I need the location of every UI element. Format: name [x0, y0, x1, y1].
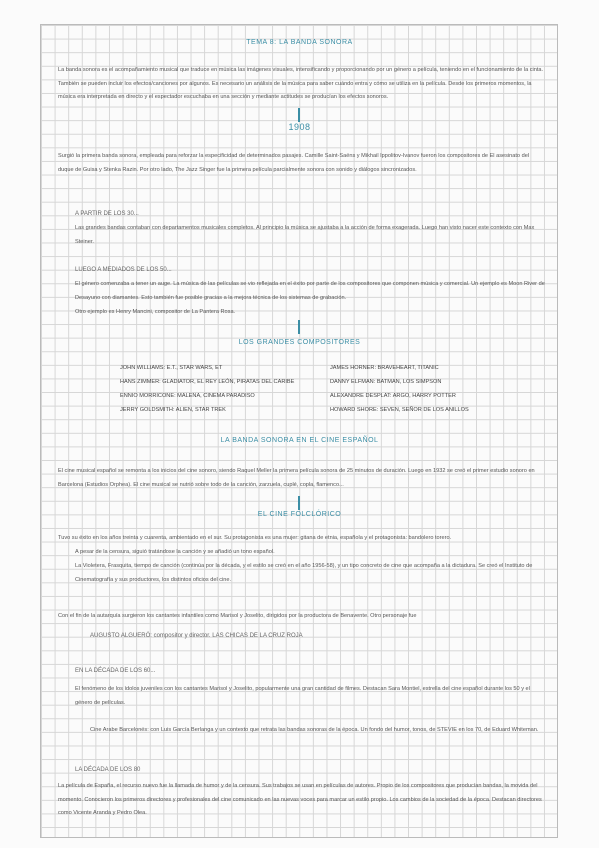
heading: LOS GRANDES COMPOSITORES — [238, 339, 361, 346]
divider — [298, 108, 300, 122]
paragraph: La Violetera, Frasquita, tiempo de canci… — [75, 563, 533, 583]
subheading: LA DÉCADA DE LOS 80 — [75, 767, 141, 773]
paragraph: El género comenzaba a tener un auge. La … — [75, 281, 545, 301]
paragraph: Surgió la primera banda sonora, empleada… — [58, 153, 530, 173]
heading: LA BANDA SONORA EN EL CINE ESPAÑOL — [220, 437, 379, 444]
paragraph: El fenómeno de los ídolos juveniles con … — [75, 686, 530, 706]
paragraph: AUGUSTO ALGUERÓ: compositor y director. … — [90, 633, 303, 639]
year: 1908 — [288, 122, 311, 132]
paragraph: Cine Arabe Barcelonés: con Luis García B… — [90, 727, 539, 733]
heading: EL CINE FOLCLÓRICO — [257, 511, 342, 518]
title: TEMA 8: LA BANDA SONORA — [246, 39, 353, 46]
paragraph: La película de España, el recurso nuevo … — [58, 783, 542, 817]
divider — [298, 496, 300, 510]
composer: JAMES HORNER: BRAVEHEART, TITANIC — [330, 365, 439, 371]
subheading: EN LA DÉCADA DE LOS 60... — [75, 668, 156, 674]
paragraph: Con el fin de la autarquía surgieron los… — [58, 613, 417, 619]
composer: DANNY ELFMAN: BATMAN, LOS SIMPSON — [330, 379, 442, 385]
paragraph: La banda sonora es el acompañamiento mus… — [58, 67, 544, 101]
composer: ENNIO MORRICONE: MALENA, CINEMA PARADISO — [120, 393, 255, 399]
subheading: A PARTIR DE LOS 30... — [75, 211, 139, 217]
paragraph: Las grandes bandas contaban con departam… — [75, 225, 535, 245]
composer: ALEXANDRE DESPLAT: ARGO, HARRY POTTER — [330, 393, 456, 399]
paragraph: A pesar de la censura, siguió tratándose… — [75, 549, 275, 555]
composer: HANS ZIMMER: GLADIATOR, EL REY LEÓN, PIR… — [120, 379, 295, 385]
paragraph: Otro ejemplo es Henry Mancini, composito… — [75, 309, 236, 315]
paragraph: Tuvo su éxito en los años treinta y cuar… — [58, 535, 452, 541]
subheading: LUEGO A MEDIADOS DE LOS 50... — [75, 267, 172, 273]
composer: JOHN WILLIAMS: E.T., STAR WARS, ET — [120, 365, 223, 371]
divider — [298, 320, 300, 334]
composer: HOWARD SHORE: SEVEN, SEÑOR DE LOS ANILLO… — [330, 407, 469, 413]
grid-paper — [40, 24, 558, 838]
composer: JERRY GOLDSMITH: ALIEN, STAR TREK — [120, 407, 226, 413]
paragraph: El cine musical español se remonta a los… — [58, 468, 535, 488]
